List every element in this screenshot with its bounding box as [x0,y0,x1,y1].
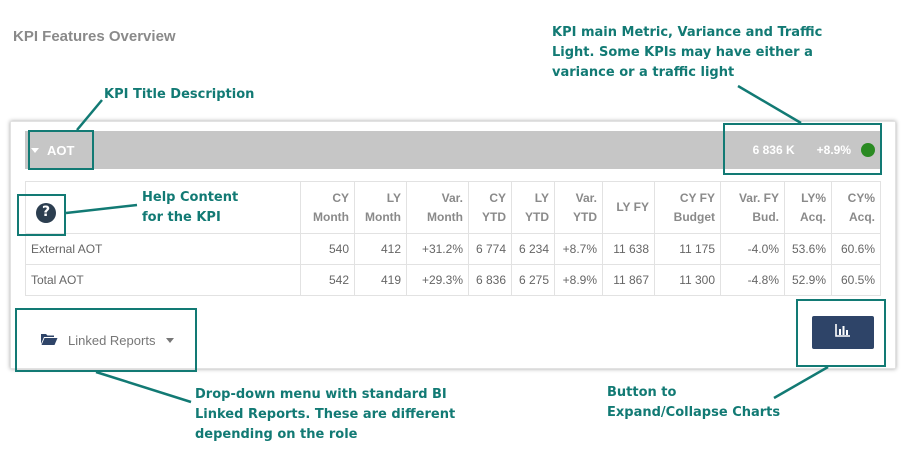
linked-reports-label: Linked Reports [68,332,156,348]
table-row: Total AOT 542 419 +29.3% 6 836 6 275 +8.… [25,264,881,296]
kpi-table: ? CY Month LY Month Var. Month CY YTD LY YTD … [25,181,881,296]
highlight-box-metric [723,123,882,175]
table-cell: 419 [354,264,407,296]
column-header-cy-ytd: CY YTD [468,181,512,234]
connector-line [95,370,192,404]
row-label: Total AOT [25,264,301,296]
callout-line: KPI Title Description [104,87,255,102]
kpi-title[interactable]: AOT [31,131,74,169]
table-cell: 11 300 [654,264,721,296]
callout-line: variance or a traffic light [552,65,735,80]
expand-charts-button[interactable] [812,316,874,349]
table-cell: 60.5% [831,264,881,296]
page-title: KPI Features Overview [13,28,176,45]
table-cell: 52.9% [784,264,832,296]
column-header-var-fy-bud: Var. FY Bud. [720,181,785,234]
table-cell: +29.3% [406,264,469,296]
kpi-header-bar[interactable]: AOT 6 836 K +8.9% [25,131,881,169]
callout-line: Expand/Collapse Charts [607,405,781,420]
callout-line: Linked Reports. These are different [195,407,456,422]
callout-line: depending on the role [195,427,358,442]
connector-line [773,365,829,400]
bar-chart-icon [835,323,851,342]
connector-line [76,99,103,131]
table-cell: -4.8% [720,264,785,296]
folder-open-icon [40,332,58,349]
callout-line: Button to [607,385,677,400]
table-cell: +8.9% [554,264,603,296]
callout-line: for the KPI [142,210,221,225]
table-cell: 412 [354,233,407,265]
caret-down-icon [31,147,39,153]
callout-main-metric: KPI main Metric, Variance and Traffic Li… [552,23,822,83]
callout-chart-button: Button to Expand/Collapse Charts [607,383,780,423]
table-cell: 542 [300,264,355,296]
table-cell: +31.2% [406,233,469,265]
table-cell: 6 774 [468,233,512,265]
connector-line [737,84,802,125]
column-header-cy-acq: CY% Acq. [831,181,881,234]
column-header-ly-month: LY Month [354,181,407,234]
callout-title-description: KPI Title Description [104,85,254,105]
kpi-metric-group: 6 836 K +8.9% [753,131,875,169]
column-header-ly-acq: LY% Acq. [784,181,832,234]
column-header-cy-month: CY Month [300,181,355,234]
help-icon[interactable]: ? [36,202,56,223]
callout-line: KPI main Metric, Variance and Traffic [552,25,823,40]
callout-linked-reports: Drop-down menu with standard BI Linked R… [195,385,455,445]
traffic-light-icon [861,143,875,157]
table-cell: 11 175 [654,233,721,265]
column-header-ly-fy: LY FY [602,181,655,234]
table-cell: 60.6% [831,233,881,265]
highlight-box-title [28,130,94,170]
table-cell: 11 867 [602,264,655,296]
kpi-main-value: 6 836 K [752,143,795,157]
linked-reports-dropdown[interactable]: Linked Reports [40,329,175,351]
highlight-box-linked-reports [15,308,197,372]
kpi-variance: +8.9% [816,143,851,157]
callout-line: Drop-down menu with standard BI [195,387,447,402]
table-header-row: ? CY Month LY Month Var. Month CY YTD LY YTD … [25,181,881,234]
help-cell: ? [25,181,301,234]
callout-line: Help Content [142,190,239,205]
kpi-panel: AOT 6 836 K +8.9% ? CY Month LY Month Var.… [10,121,896,369]
caret-down-icon [166,337,175,343]
kpi-title-text: AOT [47,142,75,158]
table-cell: -4.0% [720,233,785,265]
callout-help-content: Help Content for the KPI [142,188,238,228]
table-cell: 6 836 [468,264,512,296]
connector-line [65,203,138,215]
highlight-box-chart-button [796,299,886,367]
highlight-box-help [17,194,66,236]
callout-line: Light. Some KPIs may have either a [552,45,813,60]
table-cell: 53.6% [784,233,832,265]
table-cell: 540 [300,233,355,265]
column-header-cy-fy-budget: CY FY Budget [654,181,721,234]
